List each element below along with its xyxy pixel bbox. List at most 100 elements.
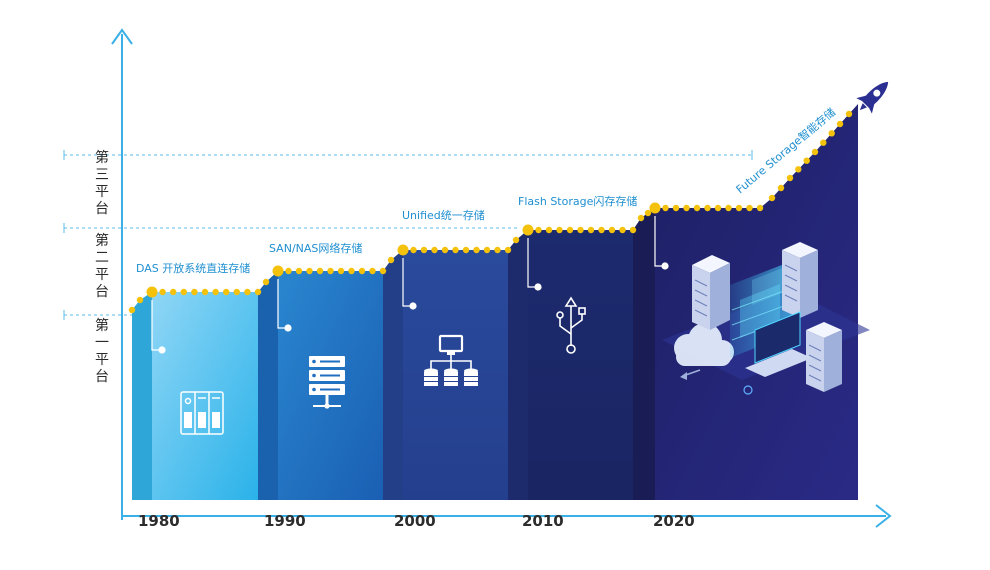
era-column-flash	[528, 230, 633, 500]
curve-dot-26	[397, 244, 409, 256]
curve-dot-52	[662, 204, 669, 212]
year-label-2020: 2020	[653, 512, 695, 530]
platform-guides	[64, 154, 752, 316]
curve-dot-15	[285, 267, 292, 275]
curve-dot-7	[201, 288, 209, 296]
curve-dot-42	[566, 226, 574, 234]
curve-dot-34	[483, 246, 491, 254]
platform-guide-ticks	[63, 150, 753, 320]
year-label-1980: 1980	[138, 512, 180, 530]
era-label-das: DAS 开放系统直连存储	[136, 262, 251, 275]
curve-dot-64	[786, 174, 794, 182]
curve-dot-38	[522, 224, 534, 236]
curve-dot-13	[262, 278, 270, 286]
curve-dot-48	[629, 226, 637, 234]
curve-dot-31	[452, 246, 459, 254]
laptop-icon	[745, 311, 812, 377]
curve-dot-2	[146, 286, 158, 298]
era-column-future-side	[633, 208, 655, 500]
curve-dot-18	[316, 267, 324, 275]
curve-dot-62	[768, 194, 776, 202]
curve-dot-70	[836, 120, 844, 128]
curve-dot-27	[410, 246, 417, 254]
curve-dot-55	[693, 204, 701, 212]
curve-dot-14	[272, 265, 284, 277]
curve-dot-60	[746, 204, 753, 212]
x-axis	[122, 504, 892, 528]
curve-dot-56	[704, 204, 711, 212]
curve-dot-24	[379, 267, 387, 275]
curve-dot-8	[212, 288, 219, 296]
curve-dot-58	[725, 204, 732, 212]
year-label-2000: 2000	[394, 512, 436, 530]
curve-dot-3	[159, 288, 166, 296]
curve-dot-9	[223, 288, 230, 296]
cloud-icon	[674, 323, 734, 366]
curve-dot-33	[473, 246, 480, 254]
curve-dot-40	[545, 226, 553, 234]
curve-dot-30	[441, 246, 449, 254]
platform-label-third: 第三平台	[95, 150, 109, 217]
curve-dot-20	[337, 267, 345, 275]
curve-dot-65	[795, 166, 802, 173]
era-column-das	[152, 292, 258, 500]
curve-dot-0	[128, 306, 136, 314]
platform-label-first: 第一平台	[95, 318, 109, 385]
year-label-1990: 1990	[264, 512, 306, 530]
curve-dot-57	[714, 204, 722, 212]
network-storage-icon	[424, 334, 478, 386]
era-label-unified: Unified统一存储	[402, 209, 485, 222]
curve-dot-29	[431, 246, 438, 254]
curve-dot-21	[348, 267, 355, 275]
curve-dot-25	[387, 256, 395, 264]
curve-dot-51	[649, 202, 661, 214]
curve-dot-46	[608, 226, 616, 234]
curve-dot-66	[803, 157, 810, 164]
future-storage-illustration	[662, 242, 870, 395]
year-label-2010: 2010	[522, 512, 564, 530]
server-tower-front	[806, 322, 842, 392]
curve-dot-59	[735, 204, 743, 212]
era-label-flash: Flash Storage闪存存储	[518, 195, 638, 208]
curve-dot-41	[556, 226, 563, 234]
curve-dot-11	[244, 288, 251, 296]
curve-dot-50	[644, 209, 652, 217]
growth-curve	[128, 110, 853, 314]
era-column-unified-side	[383, 250, 403, 500]
curve-dot-4	[170, 288, 177, 296]
curve-dot-45	[598, 226, 605, 234]
curve-dot-32	[462, 246, 470, 254]
era-label-san: SAN/NAS网络存储	[269, 242, 363, 255]
curve-dot-12	[254, 288, 262, 296]
platform-label-second: 第二平台	[95, 233, 109, 300]
server-rack-icon	[309, 356, 345, 409]
curve-dot-49	[637, 214, 645, 222]
curve-dot-35	[494, 246, 501, 254]
curve-dot-43	[577, 226, 584, 234]
curve-dot-36	[504, 246, 512, 254]
server-tower-right	[782, 242, 818, 318]
curve-dot-61	[756, 204, 764, 212]
curve-dot-37	[512, 236, 520, 244]
curve-dot-44	[587, 226, 595, 234]
curve-dot-16	[295, 267, 303, 275]
y-axis	[111, 28, 133, 520]
curve-dot-47	[619, 226, 626, 234]
curve-dot-69	[828, 130, 835, 137]
curve-dot-71	[845, 110, 853, 118]
curve-dot-23	[369, 267, 376, 275]
curve-dot-10	[233, 288, 240, 296]
curve-dot-39	[535, 226, 542, 234]
usb-icon	[556, 296, 586, 354]
rocket-icon	[856, 81, 889, 114]
curve-dot-54	[683, 204, 690, 212]
curve-dot-6	[191, 288, 198, 296]
era-column-san-side	[258, 271, 278, 500]
curve-dot-63	[777, 184, 785, 192]
das-storage-icon	[180, 391, 224, 435]
curve-dot-67	[811, 148, 819, 156]
curve-dot-1	[136, 296, 144, 304]
y-axis-arrow-icon	[111, 28, 133, 45]
curve-dot-19	[327, 267, 334, 275]
curve-dot-22	[358, 267, 366, 275]
